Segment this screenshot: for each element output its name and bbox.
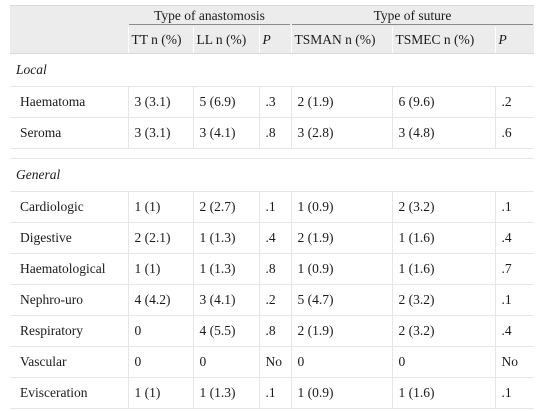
cell-tsmec: 2 (3.2): [391, 315, 496, 347]
cell-p-anastomosis: .3: [258, 86, 292, 118]
row-label: Respiratory: [10, 315, 128, 347]
section-title-local: Local: [10, 53, 535, 87]
cell-ll: 5 (6.9): [192, 86, 259, 118]
cell-tt: 3 (3.1): [127, 117, 193, 149]
cell-tsmec: 6 (9.6): [391, 86, 496, 118]
cell-tsmec: 1 (1.6): [391, 377, 496, 409]
cell-p-suture: .4: [494, 315, 535, 347]
table-row: Cardiologic 1 (1) 2 (2.7) .1 1 (0.9) 2 (…: [10, 191, 535, 223]
spacer-cell: [10, 148, 535, 159]
cell-tsman: 1 (0.9): [290, 253, 393, 285]
table-body: Local Haematoma 3 (3.1) 5 (6.9) .3 2 (1.…: [10, 53, 535, 409]
cell-tsman: 3 (2.8): [290, 117, 393, 149]
table-row: Respiratory 0 4 (5.5) .8 2 (1.9) 2 (3.2)…: [10, 315, 535, 347]
table-row: Haematological 1 (1) 1 (1.3) .8 1 (0.9) …: [10, 253, 535, 285]
row-label: Vascular: [10, 346, 128, 378]
cell-p-suture: No: [494, 346, 535, 378]
cell-tt: 4 (4.2): [127, 284, 193, 316]
table-row: Vascular 0 0 No 0 0 No: [10, 346, 535, 378]
cell-tt: 1 (1): [127, 191, 193, 223]
cell-tsmec: 3 (4.8): [391, 117, 496, 149]
section-row-general: General: [10, 158, 535, 192]
cell-p-anastomosis: .8: [258, 253, 292, 285]
cell-ll: 0: [192, 346, 259, 378]
row-label: Digestive: [10, 222, 128, 254]
cell-tt: 2 (2.1): [127, 222, 193, 254]
complications-table: Type of anastomosis Type of suture TT n …: [10, 5, 535, 409]
table-header: Type of anastomosis Type of suture TT n …: [10, 5, 535, 54]
table-row: Nephro-uro 4 (4.2) 3 (4.1) .2 5 (4.7) 2 …: [10, 284, 535, 316]
table-row: Seroma 3 (3.1) 3 (4.1) .8 3 (2.8) 3 (4.8…: [10, 117, 535, 149]
row-label: Seroma: [10, 117, 128, 149]
cell-tsmec: 2 (3.2): [391, 191, 496, 223]
complications-table-container: Type of anastomosis Type of suture TT n …: [10, 5, 535, 409]
cell-tsmec: 0: [391, 346, 496, 378]
row-label: Haematoma: [10, 86, 128, 118]
header-label-cell: [10, 27, 128, 54]
table-row: Haematoma 3 (3.1) 5 (6.9) .3 2 (1.9) 6 (…: [10, 86, 535, 118]
cell-ll: 3 (4.1): [192, 117, 259, 149]
header-col-tsman: TSMAN n (%): [290, 27, 393, 54]
header-group-suture: Type of suture: [291, 5, 535, 27]
cell-ll: 1 (1.3): [192, 377, 259, 409]
cell-ll: 3 (4.1): [192, 284, 259, 316]
cell-ll: 1 (1.3): [192, 253, 259, 285]
cell-tt: 0: [127, 346, 193, 378]
row-label: Nephro-uro: [10, 284, 128, 316]
spacer-row: [10, 148, 535, 159]
cell-tsmec: 2 (3.2): [391, 284, 496, 316]
cell-p-suture: .1: [494, 284, 535, 316]
cell-p-suture: .2: [494, 86, 535, 118]
header-col-tt: TT n (%): [127, 27, 193, 54]
header-col-p-suture: P: [494, 27, 535, 54]
cell-tsmec: 1 (1.6): [391, 222, 496, 254]
cell-ll: 1 (1.3): [192, 222, 259, 254]
row-label: Evisceration: [10, 377, 128, 409]
section-row-local: Local: [10, 53, 535, 87]
header-col-tsmec: TSMEC n (%): [391, 27, 496, 54]
cell-p-anastomosis: .2: [258, 284, 292, 316]
cell-p-anastomosis: .8: [258, 315, 292, 347]
cell-ll: 4 (5.5): [192, 315, 259, 347]
cell-tsman: 2 (1.9): [290, 86, 393, 118]
cell-p-suture: .1: [494, 191, 535, 223]
cell-tsman: 2 (1.9): [290, 222, 393, 254]
cell-p-suture: .6: [494, 117, 535, 149]
cell-p-anastomosis: .1: [258, 191, 292, 223]
header-col-ll: LL n (%): [192, 27, 259, 54]
header-col-p-anastomosis: P: [258, 27, 292, 54]
cell-tsman: 2 (1.9): [290, 315, 393, 347]
cell-p-suture: .1: [494, 377, 535, 409]
cell-tt: 1 (1): [127, 377, 193, 409]
cell-tsman: 1 (0.9): [290, 377, 393, 409]
cell-tsman: 1 (0.9): [290, 191, 393, 223]
cell-p-anastomosis: .1: [258, 377, 292, 409]
cell-p-suture: .4: [494, 222, 535, 254]
section-title-general: General: [10, 158, 535, 192]
cell-p-anastomosis: .8: [258, 117, 292, 149]
header-group-anastomosis: Type of anastomosis: [128, 5, 292, 27]
header-empty-cell: [10, 5, 128, 27]
cell-tt: 0: [127, 315, 193, 347]
table-row: Evisceration 1 (1) 1 (1.3) .1 1 (0.9) 1 …: [10, 377, 535, 409]
cell-ll: 2 (2.7): [192, 191, 259, 223]
cell-tsman: 0: [290, 346, 393, 378]
cell-tsman: 5 (4.7): [290, 284, 393, 316]
header-group-row: Type of anastomosis Type of suture: [10, 5, 535, 27]
cell-p-suture: .7: [494, 253, 535, 285]
cell-tt: 1 (1): [127, 253, 193, 285]
row-label: Haematological: [10, 253, 128, 285]
row-label: Cardiologic: [10, 191, 128, 223]
cell-tt: 3 (3.1): [127, 86, 193, 118]
cell-p-anastomosis: .4: [258, 222, 292, 254]
cell-tsmec: 1 (1.6): [391, 253, 496, 285]
cell-p-anastomosis: No: [258, 346, 292, 378]
table-row: Digestive 2 (2.1) 1 (1.3) .4 2 (1.9) 1 (…: [10, 222, 535, 254]
header-column-row: TT n (%) LL n (%) P TSMAN n (%) TSMEC n …: [10, 27, 535, 54]
